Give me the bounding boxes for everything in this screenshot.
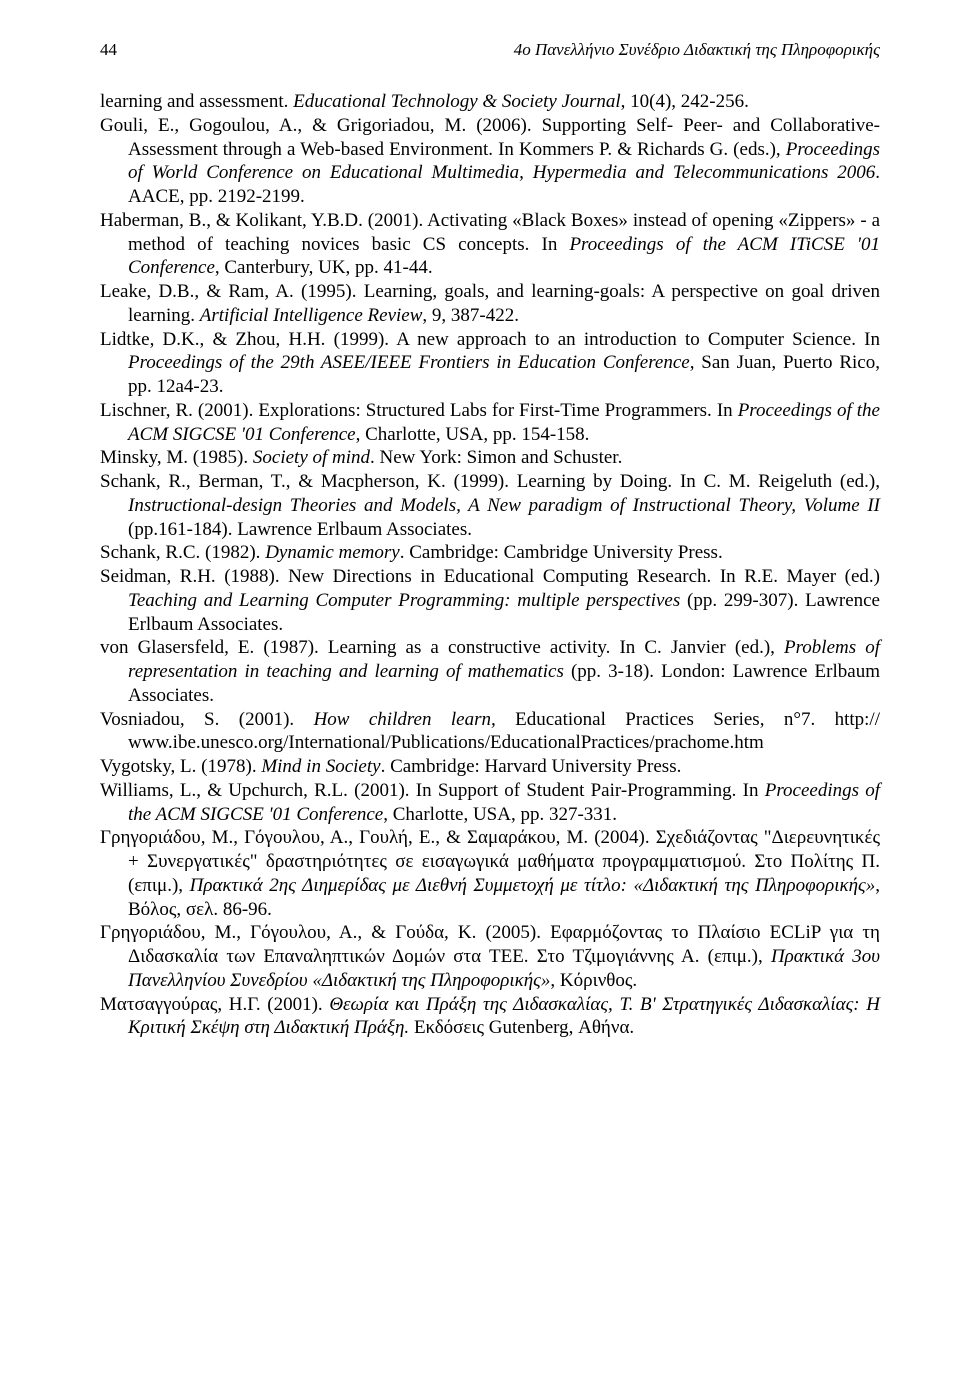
page-number: 44 [100,40,117,60]
ref-italic: Instructional-design Theories and Models… [128,495,880,516]
ref-italic: Proceedings of the 29th ASEE/IEEE Fronti… [128,352,690,373]
reference-item: Γρηγοριάδου, Μ., Γόγουλου, Α., & Γούδα, … [100,921,880,992]
ref-text: (pp.161-184). Lawrence Erlbaum Associate… [128,519,472,540]
ref-italic: Mind in Society [261,756,380,777]
ref-italic: Society of mind [253,447,370,468]
ref-italic: Teaching and Learning Computer Programmi… [128,590,680,611]
ref-text: Εκδόσεις Gutenberg, Αθήνα. [409,1017,634,1038]
page-header: 44 4ο Πανελλήνιο Συνέδριο Διδακτική της … [100,40,880,60]
ref-text: Lidtke, D.K., & Zhou, H.H. (1999). A new… [100,329,880,350]
reference-item: von Glasersfeld, E. (1987). Learning as … [100,636,880,707]
reference-item: Williams, L., & Upchurch, R.L. (2001). I… [100,779,880,827]
ref-text: Ματσαγγούρας, Η.Γ. (2001). [100,994,329,1015]
ref-text: Gouli, E., Gogoulou, A., & Grigoriadou, … [100,115,880,160]
ref-text: . Cambridge: Cambridge University Press. [400,542,723,563]
ref-text: , Canterbury, UK, pp. 41-44. [215,257,433,278]
reference-item: Lischner, R. (2001). Explorations: Struc… [100,399,880,447]
ref-text: Schank, R.C. (1982). [100,542,265,563]
reference-item: Seidman, R.H. (1988). New Directions in … [100,565,880,636]
reference-item: Schank, R., Berman, T., & Macpherson, K.… [100,470,880,541]
ref-text: Seidman, R.H. (1988). New Directions in … [100,566,880,587]
reference-item: Vygotsky, L. (1978). Mind in Society. Ca… [100,755,880,779]
ref-text: Γρηγοριάδου, Μ., Γόγουλου, Α., & Γούδα, … [100,922,880,967]
ref-text: Williams, L., & Upchurch, R.L. (2001). I… [100,780,765,801]
ref-text: , 10(4), 242-256. [621,91,749,112]
reference-item: Haberman, B., & Kolikant, Y.B.D. (2001).… [100,209,880,280]
ref-italic: Educational Technology & Society Journal [293,91,621,112]
ref-text: Vosniadou, S. (2001). [100,709,314,730]
ref-text: learning and assessment. [100,91,293,112]
ref-italic: Πρακτικά 2ης Διημερίδας με Διεθνή Συμμετ… [190,875,876,896]
reference-item: Ματσαγγούρας, Η.Γ. (2001). Θεωρία και Πρ… [100,993,880,1041]
header-title: 4ο Πανελλήνιο Συνέδριο Διδακτική της Πλη… [514,40,880,60]
ref-text: Minsky, M. (1985). [100,447,253,468]
ref-italic: Dynamic memory [265,542,400,563]
page-container: 44 4ο Πανελλήνιο Συνέδριο Διδακτική της … [0,0,960,1090]
reference-item: Lidtke, D.K., & Zhou, H.H. (1999). A new… [100,328,880,399]
ref-italic: How children learn, [314,709,496,730]
reference-item: Leake, D.B., & Ram, A. (1995). Learning,… [100,280,880,328]
reference-item: Minsky, M. (1985). Society of mind. New … [100,446,880,470]
reference-item: Γρηγοριάδου, Μ., Γόγουλου, Α., Γουλή, Ε.… [100,826,880,921]
reference-item: Schank, R.C. (1982). Dynamic memory. Cam… [100,541,880,565]
ref-text: Schank, R., Berman, T., & Macpherson, K.… [100,471,880,492]
ref-text: von Glasersfeld, E. (1987). Learning as … [100,637,784,658]
ref-text: , Charlotte, USA, pp. 154-158. [356,424,590,445]
reference-item: Gouli, E., Gogoulou, A., & Grigoriadou, … [100,114,880,209]
reference-item: learning and assessment. Educational Tec… [100,90,880,114]
ref-text: , Charlotte, USA, pp. 327-331. [383,804,617,825]
reference-item: Vosniadou, S. (2001). How children learn… [100,708,880,756]
ref-text: , Κόρινθος. [550,970,637,991]
ref-text: Vygotsky, L. (1978). [100,756,261,777]
ref-text: . New York: Simon and Schuster. [370,447,622,468]
ref-text: , 9, 387-422. [422,305,519,326]
ref-italic: Artificial Intelligence Review [200,305,423,326]
ref-text: . Cambridge: Harvard University Press. [381,756,682,777]
ref-text: Lischner, R. (2001). Explorations: Struc… [100,400,738,421]
